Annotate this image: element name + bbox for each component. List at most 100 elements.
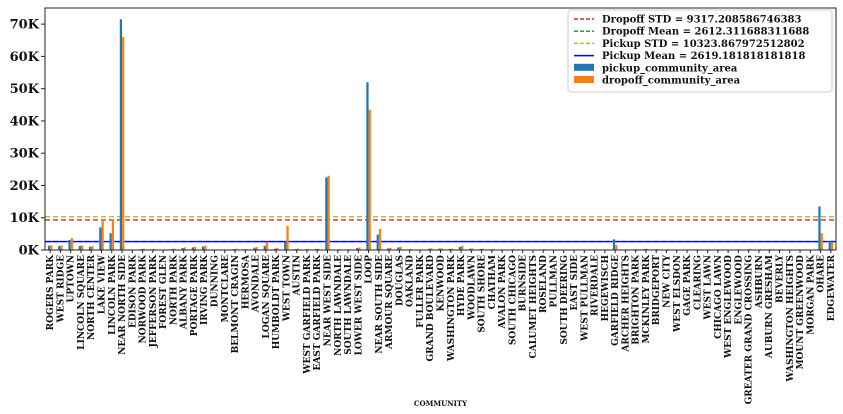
x-tick-label: MOUNT GREENWOOD (796, 255, 806, 370)
x-tick-label: OHARE (817, 255, 827, 293)
x-tick-label: EDGEWATER (827, 254, 837, 321)
bar-pickup_community_area-5 (99, 227, 102, 250)
x-tick-label: NORTH LAWNDALE (334, 255, 344, 356)
x-tick-label: HYDE PARK (457, 254, 467, 316)
bar-dropoff_community_area-32 (378, 229, 382, 250)
bar-dropoff_community_area-27 (327, 175, 330, 250)
bar-dropoff_community_area-75 (820, 233, 823, 250)
bar-pickup_community_area-27 (325, 177, 328, 250)
x-tick-label: ARCHER HEIGHTS (621, 255, 631, 353)
bar-dropoff_community_area-34 (399, 246, 402, 250)
bar-dropoff_community_area-40 (461, 245, 464, 250)
x-tick-label: NEAR SOUTH SIDE (375, 255, 385, 354)
y-tick-label: 20K (10, 179, 40, 194)
x-tick-label: HERMOSA (241, 254, 251, 309)
bar-dropoff_community_area-3 (80, 245, 84, 250)
x-tick-label: MORGAN PARK (806, 254, 816, 335)
legend-entry-label: Dropoff Mean = 2612.311688311688 (602, 27, 809, 38)
bar-pickup_community_area-37 (427, 248, 431, 250)
x-tick-label: RIVERDALE (591, 255, 601, 316)
x-tick-label: NORTH PARK (169, 254, 179, 325)
bar-pickup_community_area-2 (68, 239, 71, 250)
bar-pickup_community_area-23 (284, 241, 287, 250)
bar-dropoff_community_area-18 (235, 248, 238, 250)
x-tick-label: BELMONT CRAGIN (231, 255, 241, 353)
bar-dropoff_community_area-1 (60, 245, 63, 250)
bar-dropoff_community_area-14 (193, 246, 197, 250)
bar-pickup_community_area-31 (366, 82, 369, 250)
bar-dropoff_community_area-20 (255, 247, 258, 250)
y-tick-label: 10K (10, 211, 40, 226)
bar-pickup_community_area-32 (376, 234, 379, 250)
y-axis: 0K 10K 20K 30K 40K 50K 60K 70K (10, 18, 45, 259)
bar-dropoff_community_area-30 (358, 247, 361, 250)
x-tick-label: PULLMAN (550, 255, 560, 307)
x-axis: ROGERS PARK WEST RIDGE UPTOWN LINCOLN SQUAR… (46, 250, 837, 404)
x-tick-label: CHICAGO LAWN (714, 255, 724, 339)
bar-pickup_community_area-22 (273, 248, 277, 250)
x-tick-label: IRVING PARK (200, 254, 210, 325)
bar-pickup_community_area-0 (47, 245, 51, 250)
bar-dropoff_community_area-38 (440, 248, 443, 250)
x-tick-label: NORTH CENTER (87, 254, 97, 340)
x-tick-label: AVONDALE (252, 255, 262, 313)
bar-dropoff_community_area-24 (296, 248, 299, 250)
x-tick-label: EDISON PARK (128, 254, 138, 328)
x-tick-label: EAST GARFIELD PARK (313, 254, 323, 371)
x-tick-label: GAGE PARK (683, 254, 693, 316)
x-tick-label: DOUGLAS (395, 255, 405, 306)
bar-dropoff_community_area-5 (101, 220, 104, 250)
bar-dropoff_community_area-12 (173, 248, 176, 250)
x-tick-label: FOREST GLEN (159, 255, 169, 329)
x-tick-label: LINCOLN PARK (108, 254, 118, 335)
bar-pickup_community_area-40 (458, 246, 462, 250)
bar-dropoff_community_area-13 (183, 247, 186, 250)
x-tick-label: LOGAN SQUARE (262, 255, 272, 339)
bar-pickup_community_area-6 (109, 233, 112, 250)
bar-pickup_community_area-30 (356, 248, 359, 250)
bar-dropoff_community_area-6 (111, 219, 115, 250)
x-tick-label: WEST PULLMAN (580, 255, 590, 342)
legend-swatch-patch (574, 76, 594, 83)
bar-pickup_community_area-20 (253, 247, 256, 250)
x-tick-label: CLEARING (693, 255, 703, 310)
x-tick-label: GRAND BOULEVARD (426, 255, 436, 362)
x-tick-label: BURNSIDE (519, 255, 529, 312)
x-tick-label: NEAR NORTH SIDE (118, 255, 128, 355)
legend-entry-label: Pickup STD = 10323.867972512802 (602, 39, 805, 50)
x-tick-label: FULLER PARK (416, 254, 426, 328)
legend-entry-label: pickup_community_area (602, 63, 738, 74)
x-tick-label: WOODLAWN (467, 255, 477, 321)
y-tick-label: 40K (10, 114, 40, 129)
x-tick-label: WEST LAWN (704, 255, 714, 321)
x-tick-label: NEAR WEST SIDE (324, 255, 334, 346)
bar-dropoff_community_area-39 (450, 248, 454, 250)
x-tick-label: OAKLAND (406, 255, 416, 307)
x-tick-label: PORTAGE PARK (190, 254, 200, 336)
bar-dropoff_community_area-33 (389, 247, 392, 250)
y-tick-label: 50K (10, 82, 40, 97)
bar-pickup_community_area-34 (397, 247, 400, 250)
bar-dropoff_community_area-15 (204, 245, 207, 250)
x-tick-label: ENGLEWOOD (734, 255, 744, 325)
bar-pickup_community_area-41 (469, 248, 472, 250)
bar-dropoff_community_area-0 (50, 245, 53, 250)
x-tick-label: JEFFERSON PARK (149, 254, 159, 349)
y-tick-label: 30K (10, 147, 40, 162)
legend-entry-label: Dropoff STD = 9317.208586746383 (602, 15, 801, 26)
bar-pickup_community_area-38 (438, 248, 441, 250)
x-tick-label: ROSELAND (539, 255, 549, 313)
x-tick-label: EAST SIDE (570, 255, 580, 311)
bar-dropoff_community_area-58 (645, 248, 649, 250)
y-tick-label: 70K (10, 18, 40, 33)
x-axis-title: COMMUNITY (414, 399, 468, 408)
x-tick-label: WASHINGTON PARK (447, 254, 457, 362)
legend-entry-label: Pickup Mean = 2619.181818181818 (602, 51, 805, 62)
x-tick-label: ALBANY PARK (180, 254, 190, 330)
x-tick-label: WEST RIDGE (56, 255, 66, 323)
reference-lines (45, 216, 836, 243)
x-tick-label: WEST ENGLEWOOD (724, 255, 734, 359)
x-tick-label: GARFIELD RIDGE (611, 255, 621, 346)
